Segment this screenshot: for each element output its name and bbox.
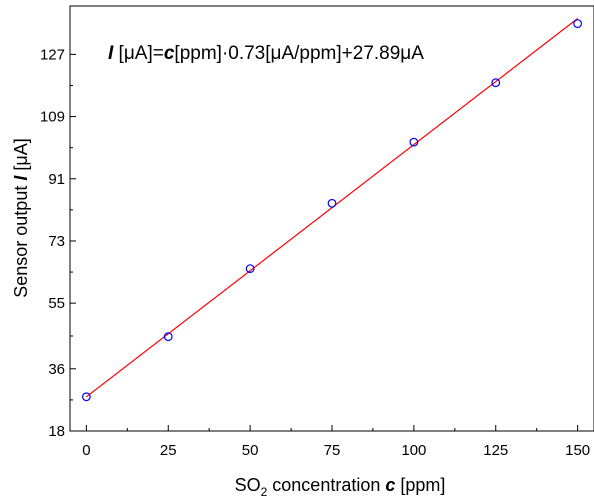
- data-point: [245, 264, 255, 274]
- x-tick-label: 150: [565, 442, 590, 459]
- plot-frame: [69, 5, 594, 432]
- x-axis-title: SO2 concentration c [ppm]: [235, 475, 446, 498]
- x-title-prefix: SO: [235, 475, 261, 495]
- y-axis-title: Sensor output I [μA]: [11, 138, 31, 298]
- y-tick-label: 55: [48, 295, 65, 312]
- x-tick-label: 125: [483, 442, 508, 459]
- annotation-var-i: I: [108, 43, 114, 64]
- data-point: [327, 198, 337, 208]
- data-point: [491, 78, 501, 88]
- y-axis-ticks: 18 36 55 73 91 109 127: [40, 46, 76, 440]
- y-title-prefix: Sensor output: [11, 181, 31, 298]
- x-tick-label: 100: [401, 442, 426, 459]
- annotation-text-1: [μA]=: [113, 43, 164, 64]
- y-tick-label: 36: [48, 361, 65, 378]
- y-tick-label: 109: [40, 109, 65, 126]
- x-title-subscript: 2: [261, 485, 268, 498]
- data-point: [163, 332, 173, 342]
- x-tick-label: 25: [160, 442, 177, 459]
- y-title-unit: [μA]: [11, 138, 31, 175]
- x-title-var: c: [385, 475, 395, 495]
- annotation-text-2: [ppm]·0.73[μA/ppm]+27.89μA: [174, 43, 424, 64]
- x-tick-label: 0: [82, 442, 90, 459]
- x-axis-ticks: 0 25 50 75 100 125 150: [82, 425, 590, 459]
- y-tick-label: 91: [48, 171, 65, 188]
- x-title-middle: concentration: [267, 475, 385, 495]
- data-point: [409, 137, 419, 147]
- data-point: [81, 392, 91, 402]
- data-point: [573, 19, 583, 29]
- x-tick-label: 75: [324, 442, 341, 459]
- fit-equation-annotation: I [μA]=c[ppm]·0.73[μA/ppm]+27.89μA: [108, 43, 424, 64]
- y-title-var: I: [11, 175, 31, 181]
- annotation-var-c: c: [164, 43, 175, 64]
- y-tick-label: 127: [40, 46, 65, 63]
- x-title-unit: [ppm]: [395, 475, 445, 495]
- y-tick-label: 73: [48, 233, 65, 250]
- series-layer: [81, 17, 583, 402]
- x-tick-label: 50: [242, 442, 259, 459]
- y-tick-label: 18: [48, 423, 65, 440]
